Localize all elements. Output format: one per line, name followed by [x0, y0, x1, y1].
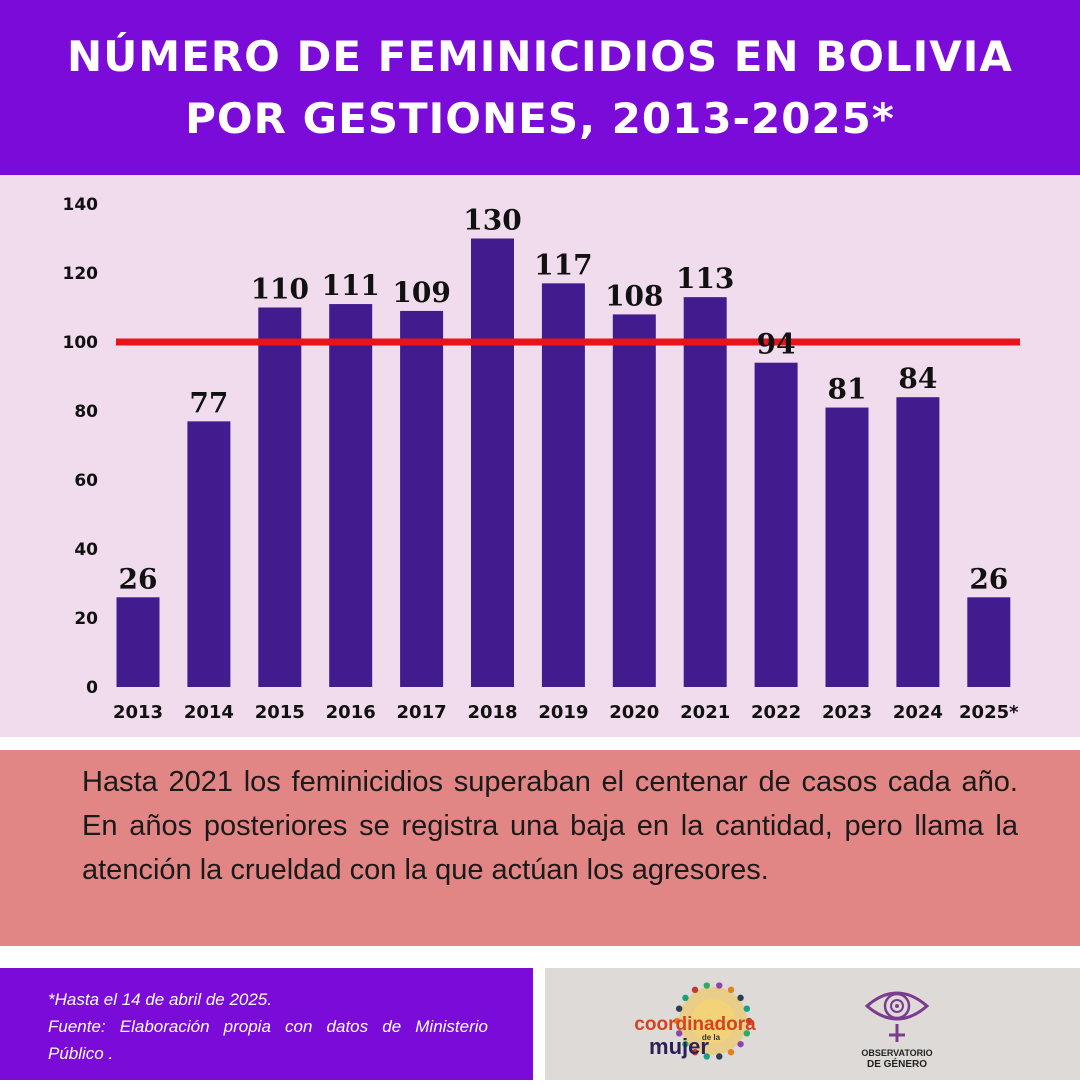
x-axis-labels: 2013 2014 2015 2016 2017 2018 2019 2020 2021 2022… — [113, 702, 1019, 723]
logos: coordinadora de la mujer OBSERVATORIO DE… — [634, 982, 933, 1070]
bar — [116, 597, 160, 687]
x-tick-label: 2020 — [609, 702, 659, 723]
y-tick-label: 140 — [63, 195, 99, 215]
x-tick-label: 2023 — [822, 702, 872, 723]
bar-value-label: 26 — [969, 562, 1008, 595]
x-tick-label: 2013 — [113, 702, 163, 723]
bar-value-label: 94 — [757, 328, 796, 361]
x-tick-label: 2024 — [893, 702, 943, 723]
x-tick-label: 2015 — [255, 702, 305, 723]
observatorio-logo: OBSERVATORIO DE GÉNERO — [861, 991, 933, 1070]
bar — [683, 297, 727, 687]
x-tick-label: 2021 — [680, 702, 730, 723]
y-tick-label: 60 — [74, 471, 98, 491]
x-tick-label: 2025* — [959, 702, 1019, 723]
bar — [258, 307, 302, 687]
y-tick-label: 40 — [74, 540, 98, 560]
bar — [612, 314, 656, 687]
footer-logos-panel: coordinadora de la mujer OBSERVATORIO DE… — [545, 968, 1080, 1080]
bar-value-label: 77 — [189, 386, 228, 419]
bar-value-label: 111 — [321, 269, 379, 302]
y-tick-label: 20 — [74, 609, 98, 629]
y-tick-label: 80 — [74, 402, 98, 422]
coordinadora-logo-small: de la — [702, 1033, 721, 1042]
source-text: Fuente: Elaboración propia con datos de … — [48, 1017, 488, 1063]
bar-value-label: 108 — [605, 279, 663, 312]
observatorio-logo-line2: DE GÉNERO — [867, 1057, 927, 1070]
bar-value-label: 26 — [119, 562, 158, 595]
observatorio-logo-line1: OBSERVATORIO — [861, 1048, 932, 1058]
bar — [825, 407, 869, 687]
coordinadora-logo-line2: mujer — [649, 1034, 709, 1059]
y-axis-ticks: 0 20 40 60 80 100 120 140 — [63, 195, 99, 698]
bar-value-label: 117 — [534, 248, 592, 281]
chart-title-line-2: POR GESTIONES, 2013-2025* — [185, 93, 895, 143]
y-tick-label: 100 — [63, 333, 99, 353]
bar — [329, 304, 373, 687]
eye-spiral-venus-icon — [864, 991, 930, 1042]
x-tick-label: 2016 — [326, 702, 376, 723]
coordinadora-logo: coordinadora de la mujer — [634, 982, 756, 1060]
y-tick-label: 0 — [86, 678, 98, 698]
note-text: Hasta 2021 los feminicidios superaban el… — [82, 766, 1018, 886]
bar — [187, 421, 231, 687]
chart-title-line-1: NÚMERO DE FEMINICIDIOS EN BOLIVIA — [67, 31, 1013, 81]
bar-value-label: 110 — [251, 273, 309, 306]
x-tick-label: 2014 — [184, 702, 234, 723]
x-tick-label: 2018 — [467, 702, 517, 723]
data-labels: 26 77 110 111 109 130 117 108 113 94 81 84 26 — [119, 204, 1009, 596]
bar — [896, 397, 940, 687]
bar-value-label: 81 — [828, 373, 867, 406]
header-banner: NÚMERO DE FEMINICIDIOS EN BOLIVIA POR GE… — [0, 0, 1080, 175]
bar-value-label: 109 — [392, 276, 450, 309]
coordinadora-logo-line1: coordinadora — [634, 1014, 756, 1035]
bar — [471, 238, 514, 687]
bar-value-label: 130 — [463, 204, 521, 237]
footer-source-panel: *Hasta el 14 de abril de 2025. Fuente: E… — [0, 968, 533, 1080]
bar-value-label: 84 — [898, 362, 937, 395]
bar — [541, 283, 585, 687]
sun-circle-of-people-icon — [673, 982, 753, 1060]
footnote-text: *Hasta el 14 de abril de 2025. — [48, 990, 272, 1009]
x-tick-label: 2019 — [538, 702, 588, 723]
bar-chart: 0 20 40 60 80 100 120 140 26 77 110 111 109 130 117 10… — [63, 195, 1020, 723]
bars — [116, 238, 1011, 687]
chart-panel: 0 20 40 60 80 100 120 140 26 77 110 111 109 130 117 10… — [0, 175, 1080, 737]
bar — [967, 597, 1011, 687]
note-panel: Hasta 2021 los feminicidios superaban el… — [0, 750, 1080, 946]
y-tick-label: 120 — [63, 264, 99, 284]
bar-value-label: 113 — [676, 262, 734, 295]
x-tick-label: 2022 — [751, 702, 801, 723]
x-tick-label: 2017 — [397, 702, 447, 723]
bar — [400, 310, 444, 687]
bar — [754, 362, 798, 687]
